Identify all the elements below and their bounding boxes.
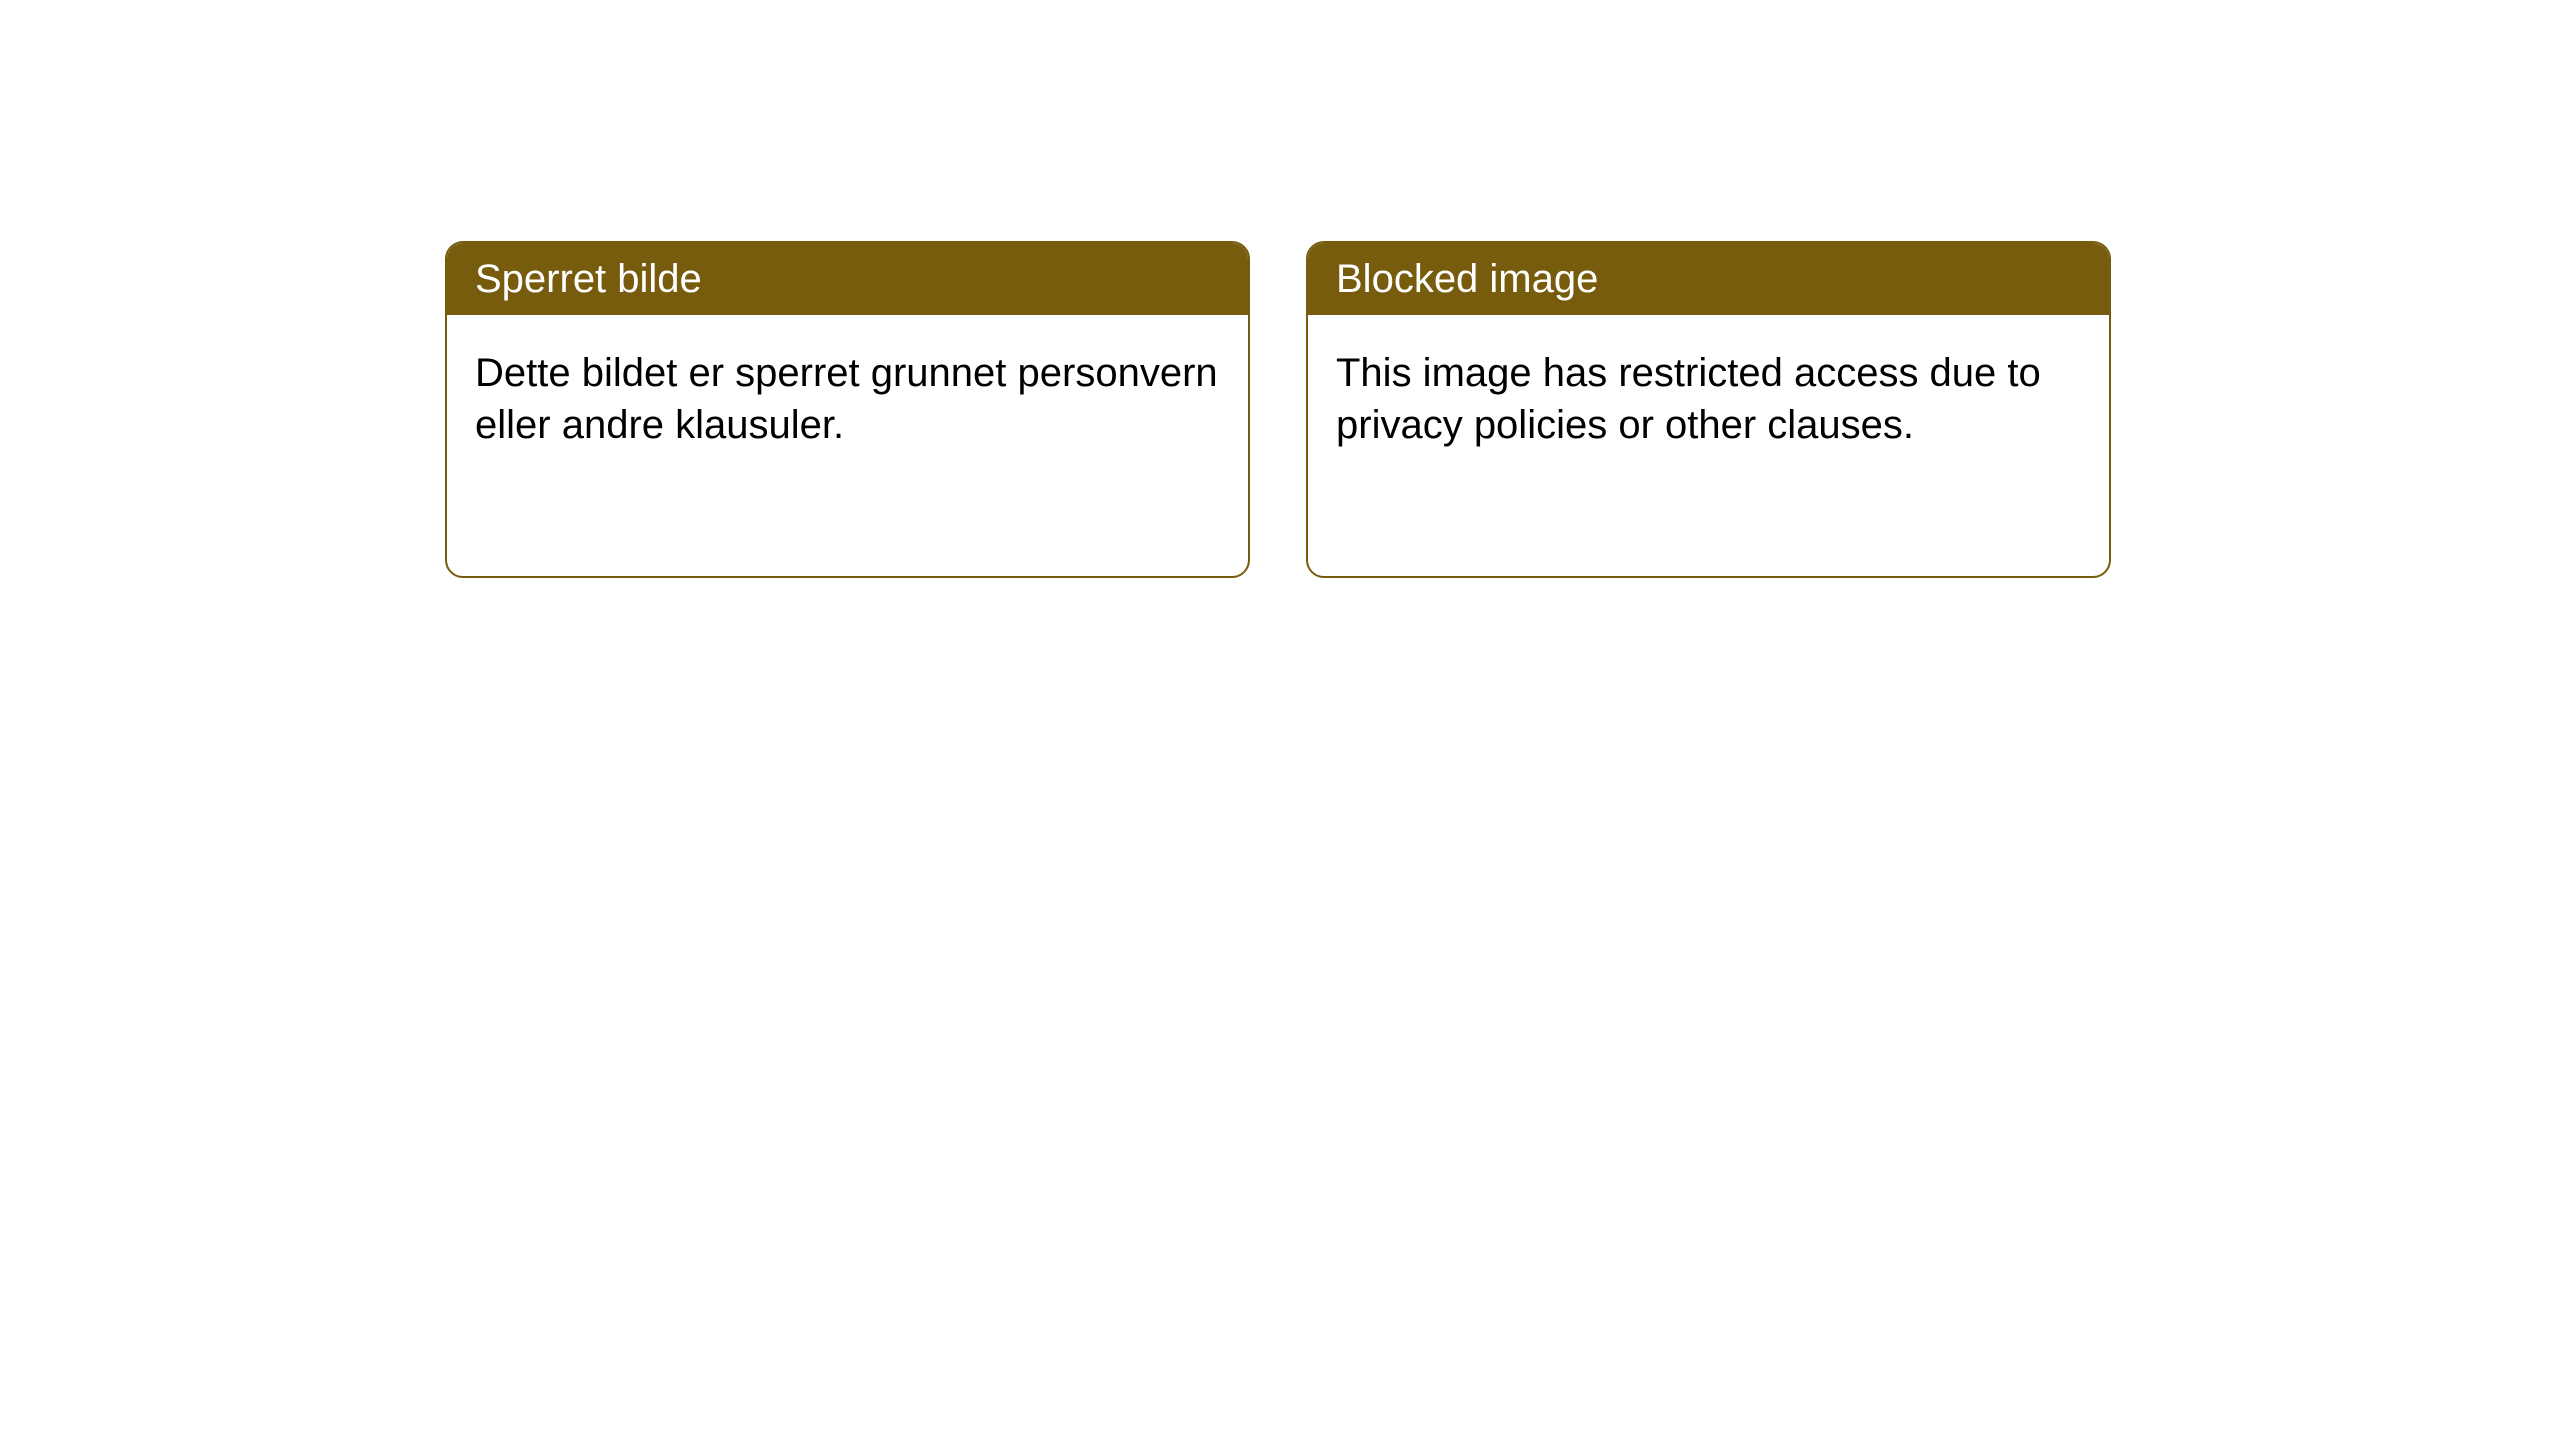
card-body: This image has restricted access due to … [1308,315,2109,483]
notice-card-norwegian: Sperret bilde Dette bildet er sperret gr… [445,241,1250,578]
card-body-text: Dette bildet er sperret grunnet personve… [475,351,1218,447]
card-header: Sperret bilde [447,243,1248,315]
card-body: Dette bildet er sperret grunnet personve… [447,315,1248,483]
card-header-text: Blocked image [1336,257,1598,301]
card-header-text: Sperret bilde [475,257,702,301]
notice-container: Sperret bilde Dette bildet er sperret gr… [0,0,2560,578]
notice-card-english: Blocked image This image has restricted … [1306,241,2111,578]
card-body-text: This image has restricted access due to … [1336,351,2041,447]
card-header: Blocked image [1308,243,2109,315]
